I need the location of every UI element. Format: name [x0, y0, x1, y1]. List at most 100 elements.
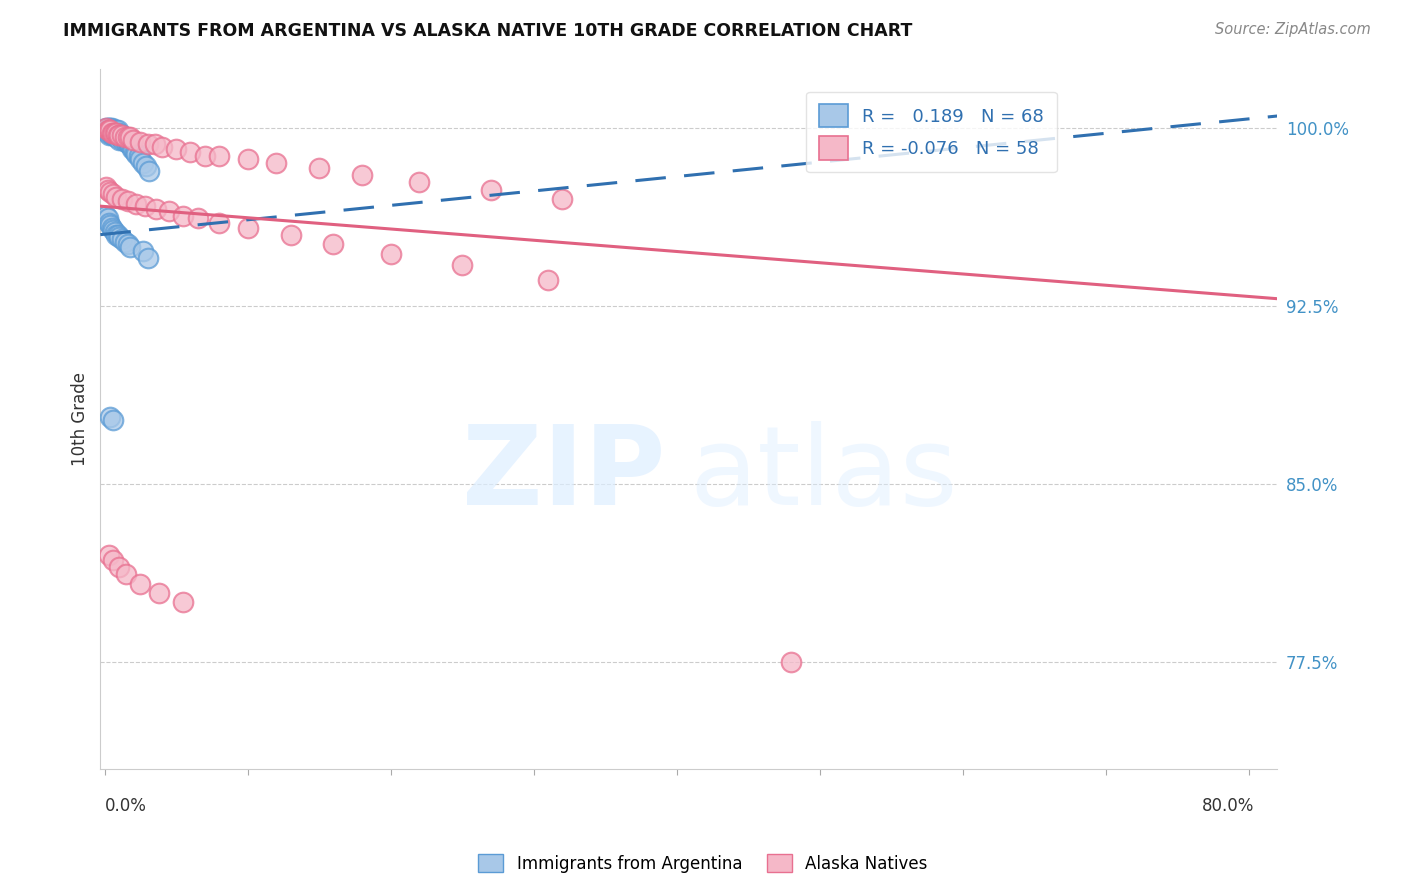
Point — [108, 133, 131, 147]
Point — [129, 135, 152, 149]
Point — [108, 126, 131, 140]
Point — [103, 223, 125, 237]
Point — [780, 655, 803, 669]
Point — [125, 147, 148, 161]
Point — [172, 209, 194, 223]
Point — [451, 259, 474, 273]
Point — [134, 199, 156, 213]
Point — [110, 128, 132, 142]
Point — [101, 126, 124, 140]
Point — [105, 126, 128, 140]
Point — [94, 209, 117, 223]
Point — [98, 185, 121, 199]
Point — [103, 128, 125, 142]
Point — [111, 133, 134, 147]
Point — [104, 225, 127, 239]
Point — [150, 140, 173, 154]
Point — [111, 128, 134, 142]
Point — [101, 128, 124, 142]
Point — [108, 128, 131, 142]
Point — [96, 126, 118, 140]
Point — [129, 576, 152, 591]
Point — [98, 123, 121, 137]
Point — [101, 126, 124, 140]
Point — [103, 126, 125, 140]
Point — [132, 244, 155, 259]
Point — [136, 252, 159, 266]
Point — [322, 237, 344, 252]
Text: Source: ZipAtlas.com: Source: ZipAtlas.com — [1215, 22, 1371, 37]
Point — [96, 123, 118, 137]
Point — [103, 187, 125, 202]
Point — [94, 123, 117, 137]
Point — [108, 128, 131, 142]
Point — [108, 230, 131, 244]
Point — [120, 137, 142, 152]
Point — [97, 128, 120, 142]
Point — [138, 163, 160, 178]
Text: IMMIGRANTS FROM ARGENTINA VS ALASKA NATIVE 10TH GRADE CORRELATION CHART: IMMIGRANTS FROM ARGENTINA VS ALASKA NATI… — [63, 22, 912, 40]
Point — [108, 560, 131, 574]
Point — [124, 145, 146, 159]
Point — [208, 149, 231, 163]
Point — [107, 227, 129, 242]
Point — [103, 123, 125, 137]
Point — [143, 137, 166, 152]
Point — [117, 130, 139, 145]
Point — [103, 553, 125, 567]
Point — [101, 220, 124, 235]
Point — [104, 126, 127, 140]
Point — [104, 123, 127, 137]
Point — [148, 586, 170, 600]
Point — [97, 123, 120, 137]
Point — [112, 130, 135, 145]
Point — [97, 216, 120, 230]
Point — [145, 202, 167, 216]
Point — [194, 149, 217, 163]
Point — [98, 410, 121, 425]
Point — [172, 595, 194, 609]
Point — [136, 137, 159, 152]
Point — [101, 123, 124, 137]
Point — [308, 161, 330, 176]
Point — [117, 194, 139, 209]
Point — [120, 239, 142, 253]
Point — [115, 135, 138, 149]
Point — [105, 227, 128, 242]
Point — [105, 189, 128, 203]
Point — [111, 128, 134, 142]
Point — [103, 413, 125, 427]
Point — [121, 142, 143, 156]
Point — [264, 156, 287, 170]
Point — [97, 123, 120, 137]
Point — [111, 232, 134, 246]
Point — [104, 128, 127, 142]
Point — [98, 120, 121, 135]
Point — [236, 152, 259, 166]
Point — [107, 128, 129, 142]
Point — [122, 142, 145, 156]
Text: ZIP: ZIP — [463, 421, 665, 528]
Point — [129, 152, 152, 166]
Point — [111, 192, 134, 206]
Point — [103, 126, 125, 140]
Point — [96, 183, 118, 197]
Point — [94, 120, 117, 135]
Point — [128, 149, 150, 163]
Point — [352, 169, 374, 183]
Point — [101, 120, 124, 135]
Point — [105, 130, 128, 145]
Point — [97, 126, 120, 140]
Point — [96, 120, 118, 135]
Point — [157, 203, 180, 218]
Point — [122, 133, 145, 147]
Point — [110, 130, 132, 145]
Point — [115, 130, 138, 145]
Point — [114, 133, 136, 147]
Point — [105, 126, 128, 140]
Point — [408, 176, 430, 190]
Point — [96, 211, 118, 225]
Point — [117, 237, 139, 252]
Point — [98, 123, 121, 137]
Text: atlas: atlas — [689, 421, 957, 528]
